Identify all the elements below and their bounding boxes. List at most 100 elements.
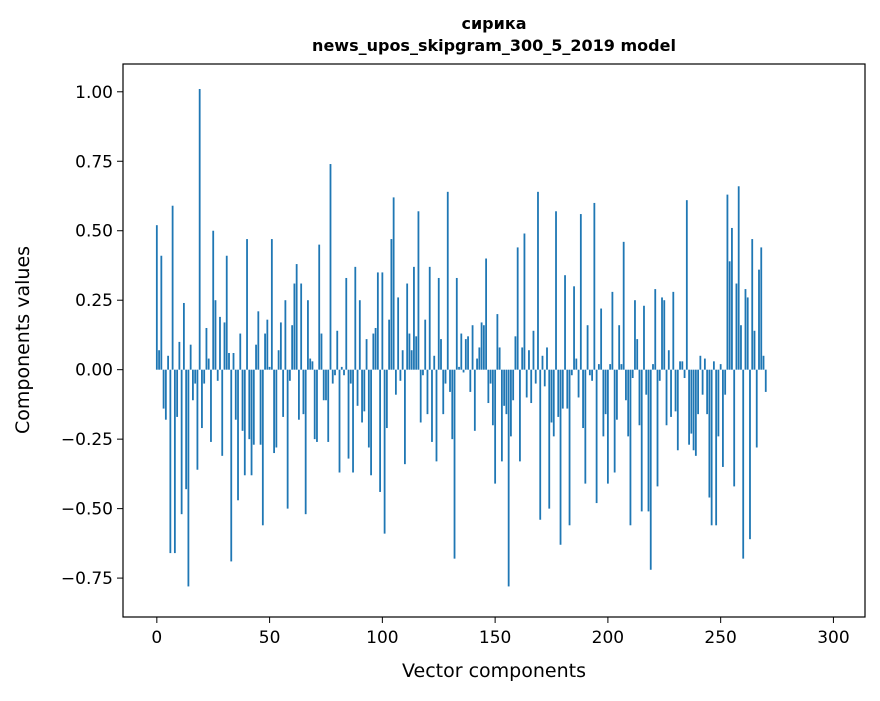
bar-42 (250, 369, 253, 476)
bar-143 (478, 347, 481, 370)
bar-11 (180, 369, 183, 515)
bar-0 (155, 225, 158, 370)
bar-262 (746, 297, 749, 370)
bar-64 (300, 283, 303, 370)
bar-39 (243, 369, 246, 476)
bar-190 (584, 369, 587, 484)
bar-110 (404, 369, 406, 465)
bar-198 (602, 369, 605, 437)
bar-238 (692, 369, 695, 451)
bar-150 (494, 369, 497, 484)
bar-152 (498, 347, 501, 370)
bar-183 (568, 369, 571, 526)
bar-192 (588, 369, 591, 376)
bar-234 (683, 369, 686, 379)
bar-191 (586, 325, 589, 370)
bar-178 (557, 369, 560, 417)
bar-237 (690, 369, 693, 434)
bar-208 (625, 369, 627, 401)
bar-186 (575, 358, 578, 370)
bar-173 (546, 347, 548, 370)
plot-area-frame (122, 63, 866, 618)
bar-88 (354, 266, 357, 370)
bar-177 (555, 211, 557, 370)
bar-258 (737, 186, 740, 370)
bar-34 (232, 353, 235, 370)
bar-79 (334, 369, 336, 376)
bar-4 (164, 369, 167, 420)
bar-224 (661, 297, 663, 370)
bar-226 (665, 369, 668, 426)
bar-76 (327, 369, 330, 442)
bar-114 (413, 266, 415, 370)
bar-160 (516, 247, 519, 370)
y-tick-label-neg0_5: −0.50 (61, 500, 113, 520)
bar-241 (699, 355, 702, 370)
bar-176 (552, 369, 555, 437)
bar-205 (618, 325, 621, 370)
bar-66 (304, 369, 307, 515)
bar-1 (158, 350, 160, 370)
bar-74 (322, 369, 325, 401)
bar-23 (207, 358, 210, 370)
bar-5 (167, 355, 169, 370)
bar-92 (363, 369, 366, 412)
bar-12 (182, 302, 185, 370)
bar-165 (528, 350, 530, 370)
x-tick-label-150: 150 (479, 628, 511, 648)
bar-193 (591, 369, 593, 381)
bar-141 (473, 369, 476, 431)
bar-213 (636, 339, 639, 370)
bar-30 (223, 322, 226, 370)
bar-154 (503, 369, 506, 406)
bar-105 (392, 197, 395, 370)
bar-170 (539, 369, 542, 520)
bar-15 (189, 344, 192, 370)
bars-group (155, 89, 767, 587)
bar-16 (192, 369, 194, 401)
bar-228 (670, 369, 672, 417)
bar-211 (631, 369, 634, 379)
bar-57 (284, 300, 287, 370)
bar-117 (419, 369, 422, 423)
bar-209 (627, 369, 630, 437)
bar-40 (246, 239, 248, 370)
y-tick-label-1: 1.00 (75, 83, 113, 103)
bar-96 (372, 333, 375, 370)
bar-222 (656, 369, 659, 487)
bar-253 (726, 194, 729, 370)
bar-256 (733, 369, 736, 487)
bar-61 (293, 283, 296, 370)
x-tick-label-100: 100 (366, 628, 398, 648)
bar-180 (561, 369, 564, 409)
bar-70 (313, 369, 316, 440)
bar-91 (361, 369, 363, 423)
bar-73 (320, 333, 323, 370)
bar-169 (537, 191, 539, 370)
bar-249 (717, 369, 720, 437)
bar-83 (343, 369, 345, 376)
bar-254 (728, 261, 731, 370)
bar-240 (697, 369, 699, 415)
x-axis-ticks: 0 50 100 150 200 250 300 (151, 617, 850, 648)
bar-69 (311, 361, 314, 370)
y-tick-label-neg0_25: −0.25 (61, 430, 113, 450)
bar-230 (674, 369, 677, 412)
x-axis-label: Vector components (402, 660, 586, 682)
bar-33 (230, 369, 233, 562)
bar-132 (453, 369, 456, 559)
x-tick-label-300: 300 (817, 628, 849, 648)
bar-106 (394, 369, 397, 395)
chart-title-line-1: сирика (461, 14, 526, 33)
bar-63 (298, 369, 300, 420)
bar-236 (688, 369, 690, 445)
y-axis-ticks: −0.75 −0.50 −0.25 0.00 0.25 0.50 0.75 1.00 (61, 83, 123, 589)
bar-196 (597, 364, 600, 370)
bar-85 (347, 369, 350, 459)
bar-270 (764, 369, 767, 392)
bar-239 (694, 369, 697, 456)
bar-248 (715, 369, 718, 526)
bar-135 (460, 333, 463, 370)
bar-45 (257, 311, 260, 370)
bar-112 (408, 333, 411, 370)
